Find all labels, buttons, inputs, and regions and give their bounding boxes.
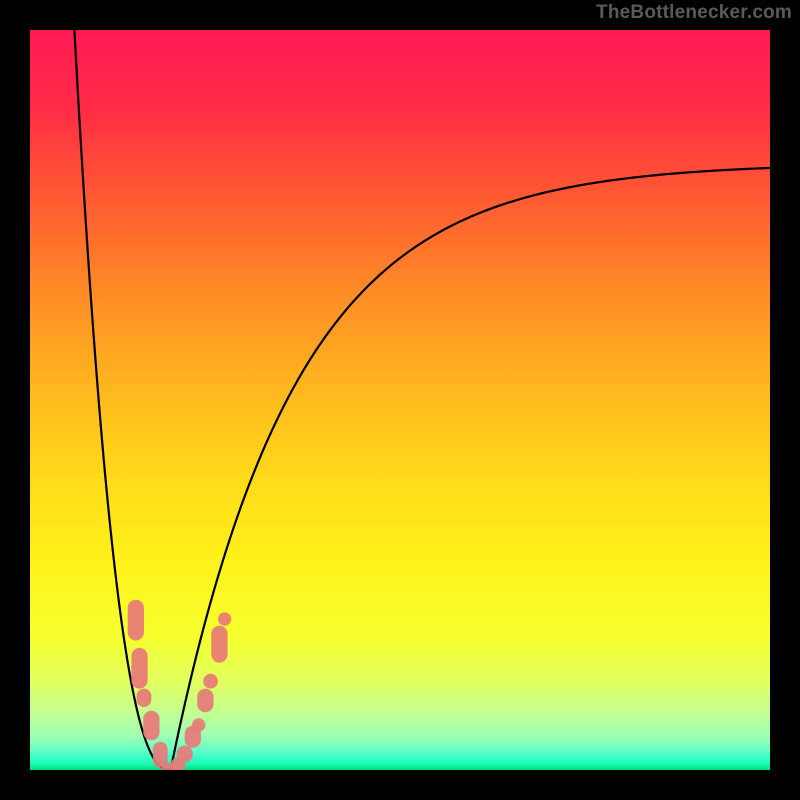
chart-svg [30, 30, 770, 770]
watermark-text: TheBottlenecker.com [596, 2, 792, 24]
data-marker [143, 711, 159, 741]
plot-area [30, 30, 770, 770]
data-marker [131, 648, 147, 689]
data-marker [211, 626, 227, 663]
data-marker [203, 674, 218, 689]
bottleneck-curve [171, 168, 770, 770]
data-marker [192, 718, 205, 731]
data-marker [197, 689, 213, 713]
data-marker [218, 612, 231, 625]
bottleneck-curve [74, 30, 170, 770]
data-marker [177, 746, 193, 763]
data-marker [137, 689, 152, 708]
marker-group [128, 600, 232, 770]
data-marker [128, 600, 144, 641]
outer-frame: TheBottlenecker.com [0, 0, 800, 800]
